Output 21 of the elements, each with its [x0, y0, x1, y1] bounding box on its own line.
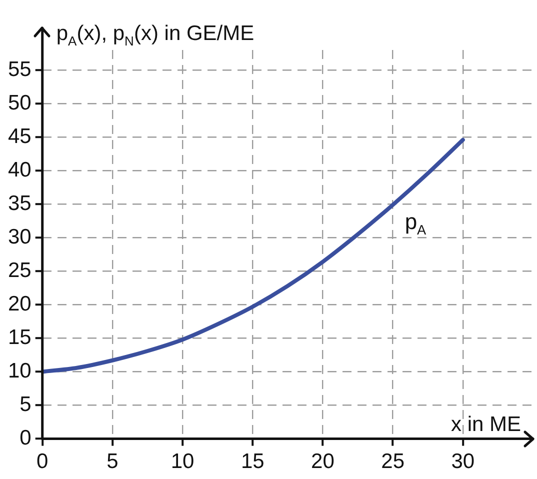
y-tick-label: 25: [8, 259, 32, 282]
y-tick-label: 10: [8, 360, 32, 383]
y-tick-label: 50: [8, 91, 32, 114]
y-tick-label: 55: [8, 58, 32, 81]
x-tick-label: 20: [311, 450, 334, 474]
y-tick-label: 40: [8, 158, 32, 182]
x-tick-label: 10: [170, 450, 194, 474]
x-tick-label: 25: [381, 450, 404, 474]
y-tick-label: 30: [8, 225, 32, 248]
y-tick-label: 15: [8, 326, 32, 350]
y-tick-label: 20: [8, 292, 32, 316]
x-tick-label: 0: [36, 450, 48, 474]
x-tick-label: 15: [240, 450, 264, 474]
y-tick-label: 5: [20, 393, 32, 416]
y-tick-label: 0: [20, 426, 32, 450]
y-tick-label: 35: [8, 192, 32, 215]
x-axis-title: x in ME: [450, 412, 521, 436]
y-tick-label: 45: [8, 124, 32, 148]
x-tick-label: 30: [451, 450, 475, 474]
x-tick-label: 5: [106, 450, 118, 474]
line-series: [42, 138, 465, 374]
